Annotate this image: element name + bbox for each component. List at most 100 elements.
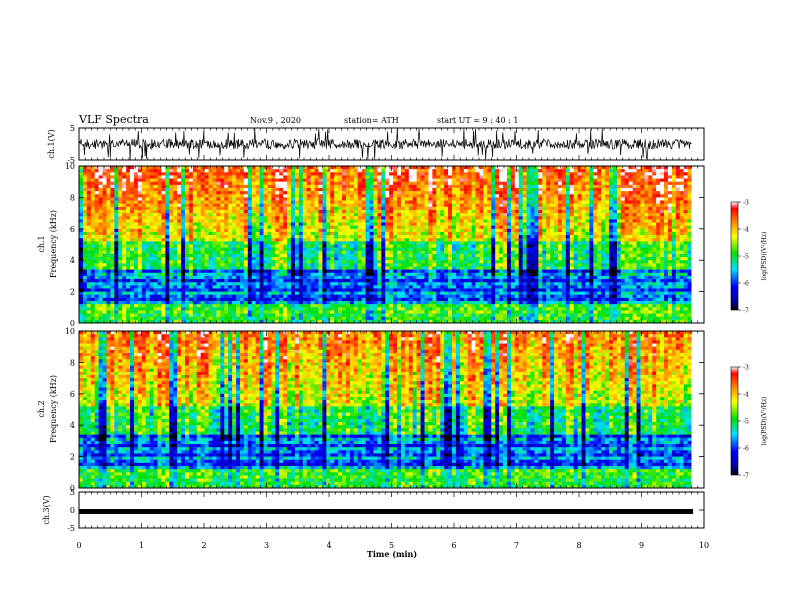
ch1-spectrogram-cell (369, 203, 374, 208)
ch1-spectrogram-cell (161, 244, 166, 248)
ch1-spectrogram-cell (94, 222, 99, 226)
ch1-spectrogram-cell (149, 257, 154, 261)
ch1-spectrogram-cell (365, 279, 370, 283)
ch1-spectrogram-cell (385, 250, 390, 255)
ch1-spectrogram-cell (377, 169, 382, 173)
ch1-spectrogram-cell (420, 247, 425, 252)
ch1-spectrogram-cell (220, 285, 225, 289)
ch1-spectrogram-cell (188, 191, 194, 195)
ch1-spectrogram-cell (467, 191, 472, 195)
ch1-spectrogram-cell (455, 313, 461, 318)
ch1-spectrogram-cell (224, 194, 229, 198)
ch1-spectrogram-cell (385, 285, 390, 289)
ch1-spectrogram-cell (436, 169, 441, 173)
ch1-spectrogram-cell (181, 250, 186, 255)
ch1-spectrogram-cell (420, 197, 425, 201)
ch1-spectrogram-cell (436, 310, 441, 314)
ch1-spectrogram-cell (106, 260, 111, 264)
ch1-spectrogram-cell (161, 253, 166, 258)
ch1-spectrogram-cell (247, 316, 253, 321)
ch1-spectrogram-cell (263, 269, 268, 274)
ch1-spectrogram-cell (94, 279, 99, 283)
ch1-spectrogram-cell (169, 282, 174, 286)
ch1-spectrogram-cell (463, 241, 469, 245)
ch1-spectrogram-cell (349, 288, 355, 292)
ch1-spectrogram-cell (404, 272, 410, 277)
ch1-spectrogram-cell (452, 269, 457, 274)
ch1-spectrogram-cell (79, 231, 84, 236)
ch1-spectrogram-cell (98, 206, 103, 211)
ch1-spectrogram-cell (153, 166, 158, 170)
ch1-spectrogram-cell (192, 238, 198, 242)
ch1-spectrogram-cell (404, 319, 410, 324)
ch1-spectrogram-cell (404, 231, 410, 236)
ch1-spectrogram-cell (338, 310, 343, 314)
ch1-spectrogram-cell (353, 200, 359, 204)
ch1-spectrogram-cell (334, 294, 339, 299)
ch1-spectrogram-cell (361, 228, 366, 233)
ch1-spectrogram-cell (291, 219, 296, 223)
ch1-spectrogram-cell (369, 241, 374, 245)
ch1-spectrogram-cell (334, 288, 339, 292)
ch1-spectrogram-cell (110, 301, 115, 305)
ch1-spectrogram-cell (181, 172, 186, 176)
ch1-spectrogram-cell (82, 172, 88, 176)
ch1-spectrogram-cell (365, 231, 370, 236)
ch1-spectrogram-cell (141, 194, 147, 198)
ch1-spectrogram-cell (204, 172, 209, 176)
ch1-spectrogram-cell (432, 257, 437, 261)
ch1-spectrogram-cell (114, 316, 119, 321)
ch1-spectrogram-cell (349, 253, 355, 258)
ch1-spectrogram-cell (400, 219, 406, 223)
ch1-spectrogram-cell (420, 222, 425, 226)
ch1-spectrogram-cell (118, 225, 123, 230)
ch1-spectrogram-cell (420, 191, 425, 195)
ch1-spectrogram-cell (145, 316, 150, 321)
ch1-spectrogram-cell (110, 307, 115, 311)
ch1-spectrogram-cell (192, 222, 198, 226)
ch1-spectrogram-cell (463, 279, 469, 283)
ch1-spectrogram-cell (153, 228, 158, 233)
ch1-spectrogram-cell (408, 225, 414, 230)
ch1-spectrogram-cell (126, 319, 131, 324)
ch1-spectrogram-cell (294, 313, 300, 318)
ch1-spectrogram-cell (455, 301, 461, 305)
ch1-spectrogram-cell (424, 206, 429, 211)
ch1-spectrogram-cell (165, 219, 170, 223)
ch1-spectrogram-cell (224, 288, 229, 292)
ch1-spectrogram-cell (283, 241, 288, 245)
ch1-spectrogram-cell (216, 250, 221, 255)
ch1-spectrogram-cell (271, 310, 276, 314)
ch1-spectrogram-cell (79, 172, 84, 176)
ch1-spectrogram-cell (314, 178, 319, 182)
ch1-spectrogram-cell (106, 241, 111, 245)
ch1-spectrogram-cell (306, 244, 311, 248)
ch1-spectrogram-cell (177, 213, 182, 217)
ch1-spectrogram-cell (440, 231, 445, 236)
ch1-spectrogram-cell (455, 191, 461, 195)
ch1-spectrogram-cell (275, 213, 280, 217)
ch1-spectrogram-cell (389, 194, 394, 198)
ch1-spectrogram-cell (432, 285, 437, 289)
ch1-spectrogram-cell (342, 172, 347, 176)
ch1-spectrogram-cell (181, 166, 186, 170)
ch1-spectrogram-cell (455, 266, 461, 270)
ch1-spectrogram-cell (243, 235, 249, 239)
ch1-spectrogram-cell (334, 260, 339, 264)
ch1-spectrogram-cell (133, 275, 139, 280)
ch1-spectrogram-cell (263, 191, 268, 195)
ch1-spectrogram-cell (86, 263, 92, 267)
ch1-spectrogram-cell (263, 275, 268, 280)
ch1-spectrogram-cell (279, 225, 284, 230)
ch1-spectrogram-cell (161, 241, 166, 245)
ch1-spectrogram-cell (204, 213, 209, 217)
ch1-spectrogram-cell (291, 197, 296, 201)
ch1-spectrogram-cell (188, 316, 194, 321)
ch1-spectrogram-cell (263, 228, 268, 233)
ch1-spectrogram-cell (361, 260, 366, 264)
ch1-spectrogram-cell (436, 191, 441, 195)
ch1-spectrogram-cell (196, 263, 202, 267)
ch1-spectrogram-cell (448, 272, 453, 277)
ch1-spectrogram-cell (165, 197, 170, 201)
ch1-spectrogram-cell (251, 169, 256, 173)
